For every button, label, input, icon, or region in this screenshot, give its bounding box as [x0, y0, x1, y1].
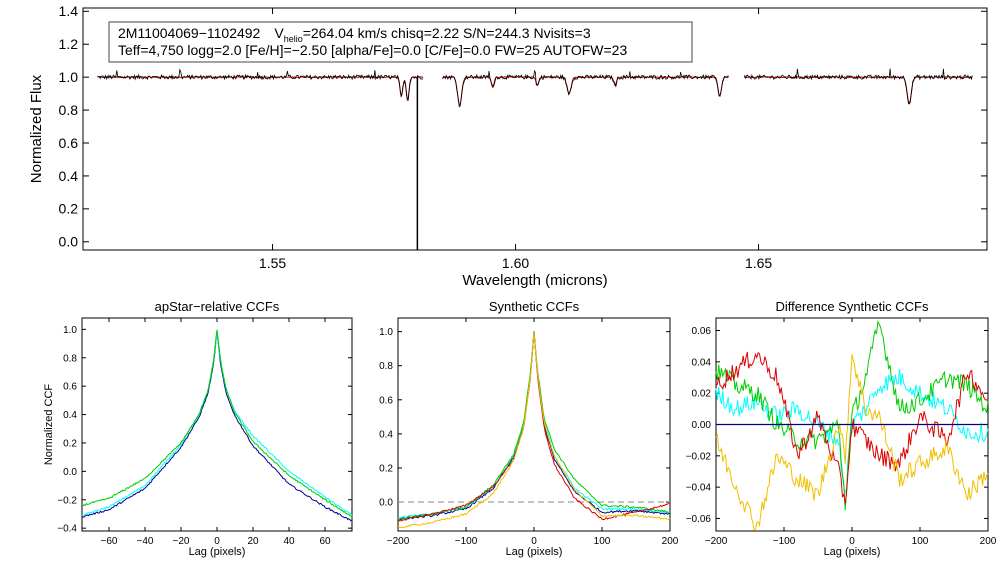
x-tick-label: 1.65 [745, 255, 772, 271]
model-spectrum-chip-3 [743, 75, 973, 105]
x-tick-label: −100 [455, 536, 478, 547]
x-tick-label: −100 [773, 536, 796, 547]
y-tick-label: 0.4 [63, 410, 77, 421]
x-axis-title: Lag (pixels) [506, 546, 563, 558]
spectrum-header-box: 2M11004069−1102492 Vhelio=264.04 km/s chi… [108, 21, 693, 63]
x-tick-label: 200 [980, 536, 997, 547]
synthetic-ccf-panel: −200 −100 0 100 200 0.0 0.2 0.4 0.6 0.8 1.0 Synthet… [379, 299, 679, 558]
y-tick-label: 1.4 [59, 3, 79, 19]
chart-title: Difference Synthetic CCFs [776, 299, 929, 314]
x-tick-label: 200 [662, 536, 679, 547]
y-axis-title: Normalized CCF [43, 384, 55, 466]
diff-series-yellow [715, 354, 989, 531]
y-axis-title: Normalized Flux [28, 74, 45, 183]
observed-spectrum-chip-2 [442, 69, 729, 108]
x-tick-label: 0 [214, 536, 220, 547]
x-tick-label: −60 [101, 536, 118, 547]
y-tick-label: −0.02 [686, 451, 712, 462]
diff-series-green [715, 320, 989, 511]
x-tick-label: 20 [247, 536, 259, 547]
y-tick-label: 1.2 [59, 36, 79, 52]
ccf-series-cyan [397, 330, 671, 519]
header-line-2: Teff=4,750 logg=2.0 [Fe/H]=−2.50 [alpha/… [118, 42, 627, 58]
x-tick-label: 1.60 [502, 255, 529, 271]
y-tick-label: 0.0 [63, 467, 77, 478]
header-vhelio-sub: helio [284, 34, 303, 44]
ccf-series-green [81, 329, 353, 518]
header-line-1: 2M11004069−1102492 Vhelio=264.04 km/s chi… [118, 25, 591, 44]
ccf-series-cyan [81, 333, 353, 517]
x-tick-label: 100 [594, 536, 611, 547]
spectrum-panel: 1.55 1.60 1.65 0.0 0.2 0.4 0.6 0.8 1.0 1.2 1.4 Wave… [28, 3, 988, 289]
y-tick-label: 0.6 [379, 395, 393, 406]
apstar-ccf-panel: −60 −40 −20 0 20 40 60 −0.4 −0.2 0.0 0.2 0.4 0.6 0.8 1… [43, 299, 353, 558]
ccf-series-blue [397, 331, 671, 521]
y-tick-label: 0.02 [692, 389, 712, 400]
y-tick-label: 0.6 [63, 382, 77, 393]
model-spectrum-chip-1 [97, 75, 424, 100]
model-spectrum-chip-2 [442, 76, 729, 107]
x-tick-label: −20 [173, 536, 190, 547]
y-tick-label: 0.4 [379, 429, 393, 440]
y-tick-label: 1.0 [59, 69, 79, 85]
chart-title: apStar−relative CCFs [155, 299, 280, 314]
y-tick-label: 0.04 [692, 357, 712, 368]
y-tick-label: 1.0 [379, 327, 393, 338]
y-tick-label: 0.0 [59, 234, 79, 250]
x-tick-label: −40 [137, 536, 154, 547]
ccf-series-green [397, 331, 671, 521]
x-tick-label: 0 [849, 536, 855, 547]
y-tick-label: −0.04 [686, 483, 712, 494]
x-axis-title: Lag (pixels) [189, 546, 246, 558]
y-tick-label: 0.8 [63, 353, 77, 364]
observed-spectrum-chip-1 [97, 68, 424, 101]
x-axis-title: Wavelength (microns) [462, 272, 607, 289]
y-tick-label: 0.2 [379, 463, 393, 474]
observed-spectrum-chip-3 [743, 68, 973, 105]
diff-series-red [715, 351, 989, 505]
y-tick-label: 0.06 [692, 326, 712, 337]
y-tick-label: −0.2 [57, 495, 77, 506]
header-vhelio-prefix: V [274, 25, 284, 41]
ccf-series-yellow [397, 332, 671, 529]
x-tick-label: −200 [387, 536, 410, 547]
y-tick-label: 0.8 [59, 102, 79, 118]
x-tick-label: 0 [531, 536, 537, 547]
y-tick-label: −0.4 [57, 524, 77, 535]
y-tick-label: 0.8 [379, 361, 393, 372]
x-tick-label: 60 [319, 536, 331, 547]
y-tick-label: 0.2 [59, 201, 79, 217]
x-tick-label: −200 [705, 536, 728, 547]
y-tick-label: 0.00 [692, 420, 712, 431]
y-tick-label: −0.06 [686, 514, 712, 525]
y-tick-label: 0.6 [59, 135, 79, 151]
plot-frame [82, 7, 988, 251]
chart-title: Synthetic CCFs [489, 299, 580, 314]
y-tick-label: 0.2 [63, 438, 77, 449]
header-line1-rest: =264.04 km/s chisq=2.22 S/N=244.3 Nvisit… [303, 25, 591, 41]
x-tick-label: 100 [912, 536, 929, 547]
y-tick-label: 0.4 [59, 168, 79, 184]
y-tick-label: 0.0 [379, 498, 393, 509]
x-tick-label: 1.55 [259, 255, 286, 271]
x-tick-label: 40 [283, 536, 295, 547]
ccf-series-blue [81, 331, 353, 522]
x-axis-title: Lag (pixels) [824, 546, 881, 558]
difference-ccf-panel: −200 −100 0 100 200 −0.06 −0.04 −0.02 0.00 0.02 0.… [686, 299, 997, 558]
plot-frame [397, 317, 671, 532]
ccf-series-red [397, 331, 671, 522]
header-star-id: 2M11004069−1102492 [118, 25, 261, 41]
y-tick-label: 1.0 [63, 325, 77, 336]
